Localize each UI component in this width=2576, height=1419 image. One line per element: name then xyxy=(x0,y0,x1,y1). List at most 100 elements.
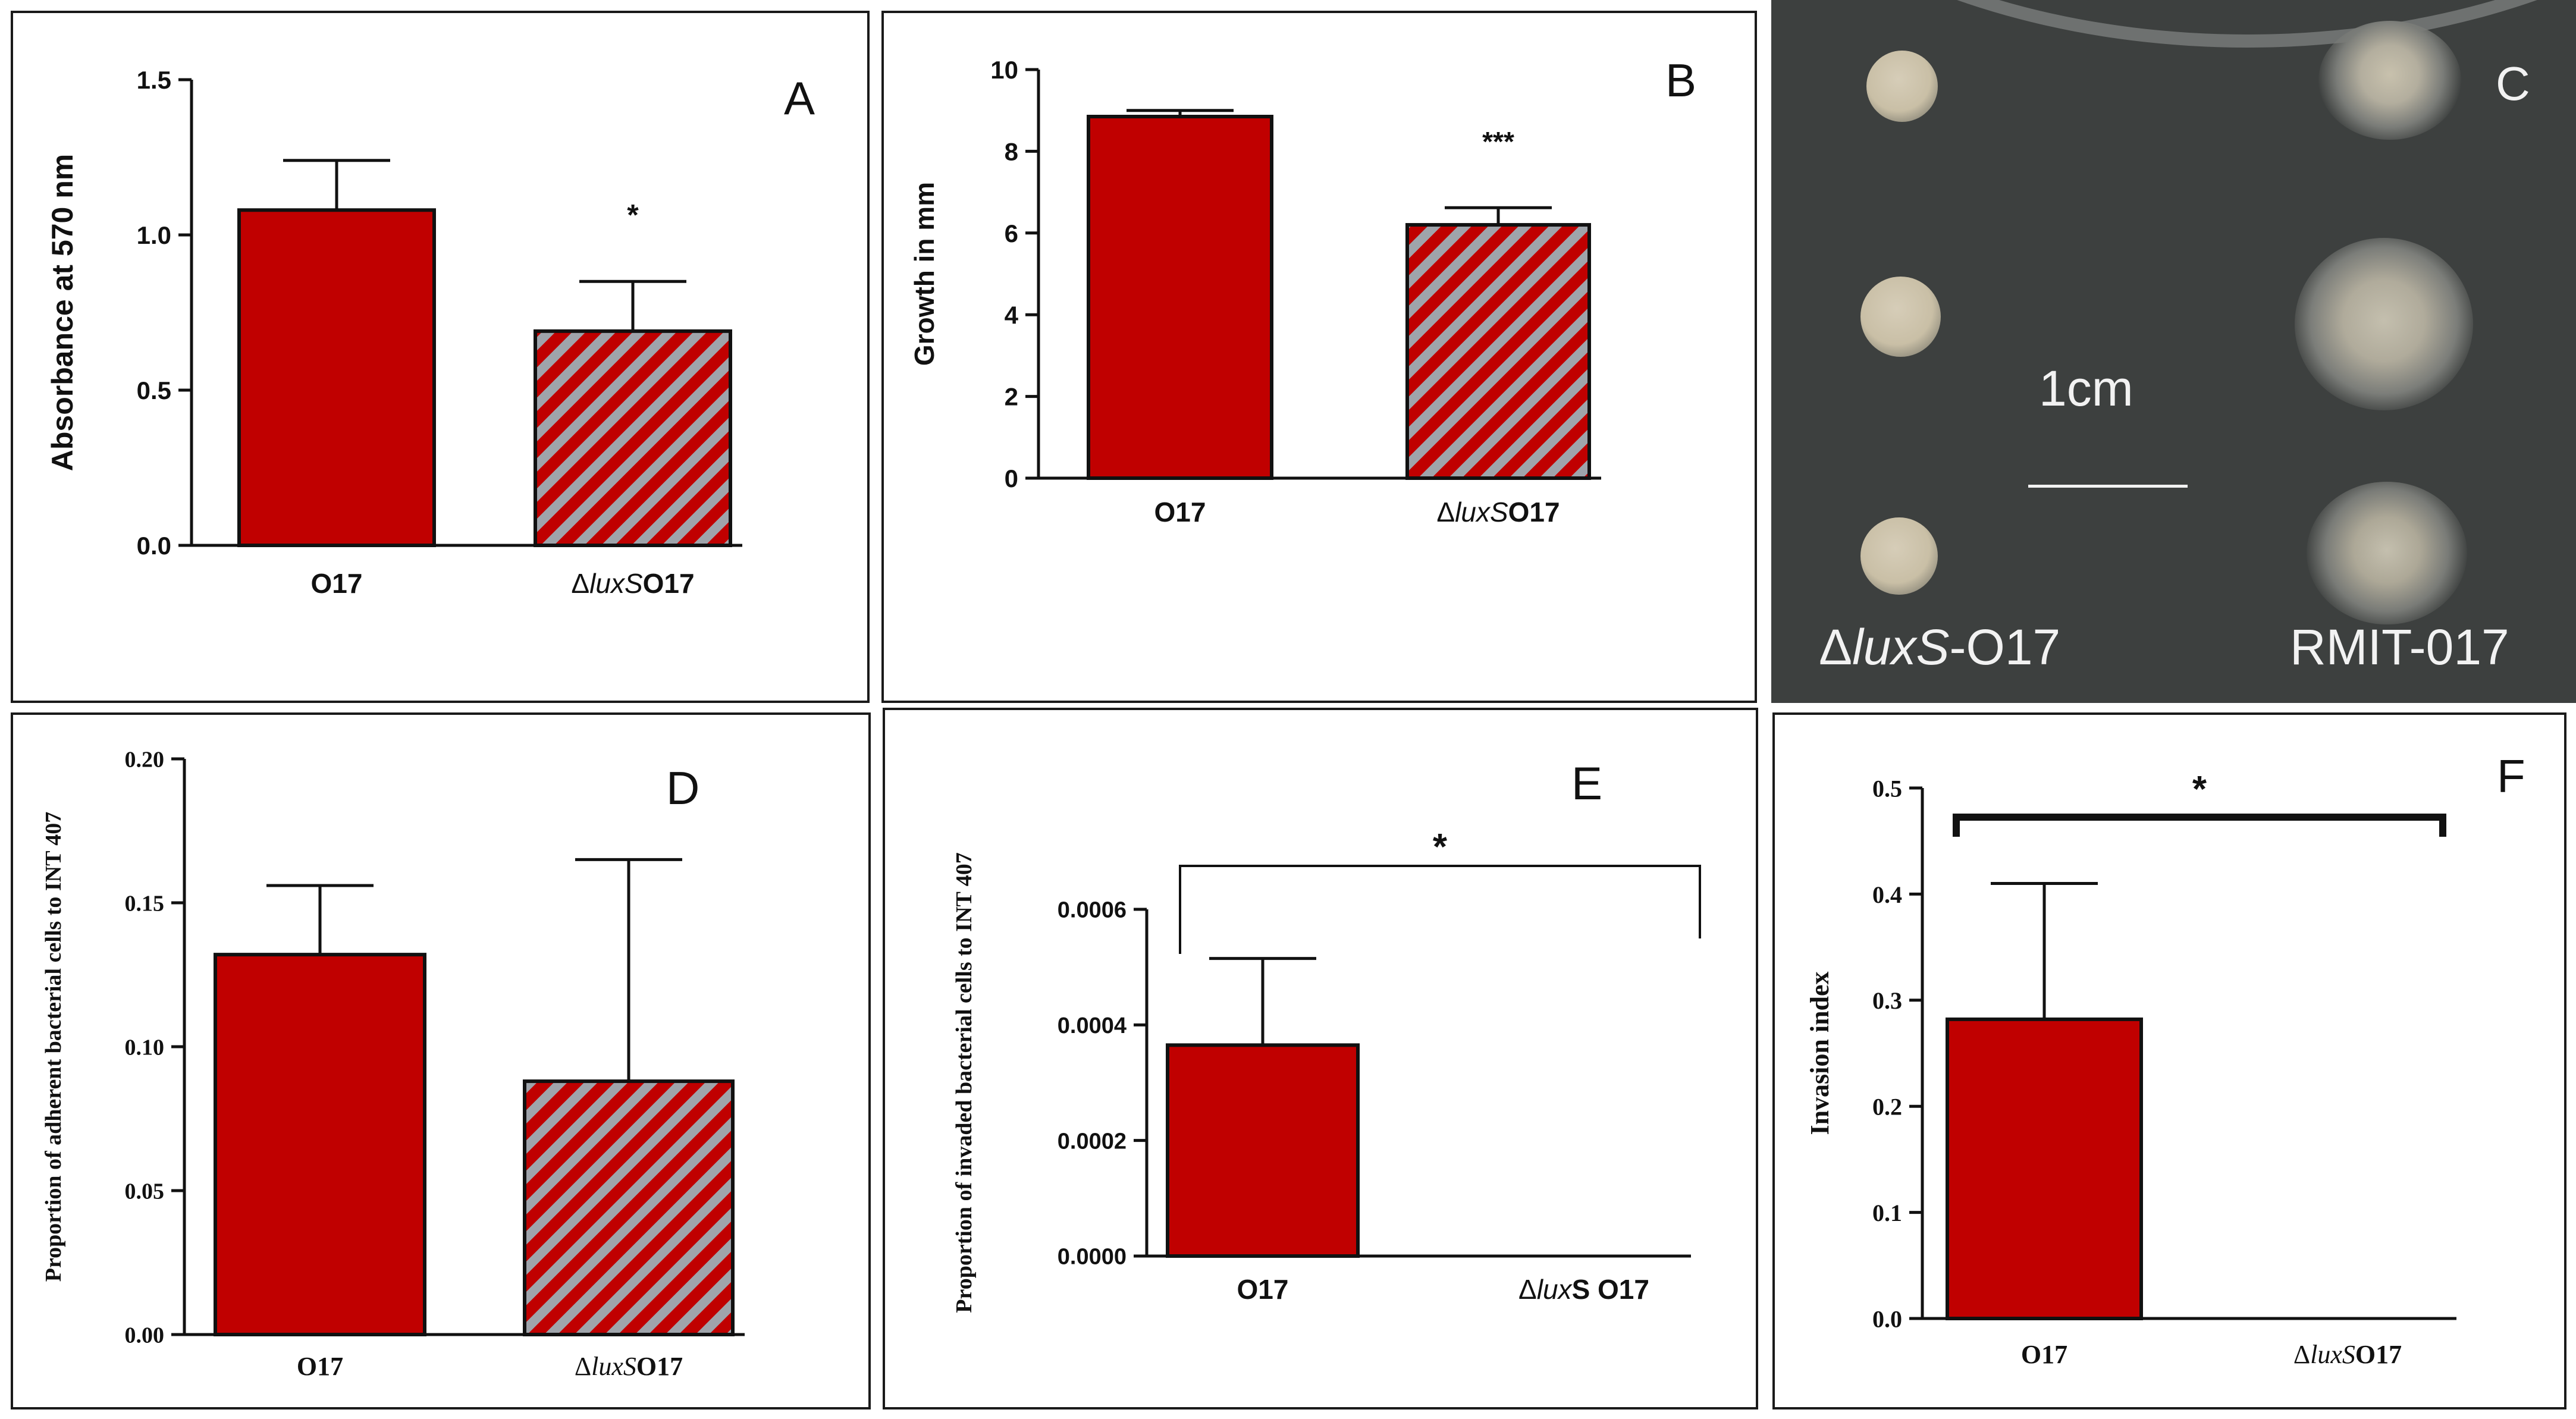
y-tick-label: 0.0000 xyxy=(1058,1245,1127,1270)
panel-letter: E xyxy=(1571,757,1602,809)
y-tick-label: 0.5 xyxy=(1872,775,1902,802)
colony-mutant-3 xyxy=(1860,517,1938,595)
left-strain-italic: luxS xyxy=(1852,619,1950,675)
y-tick-label: 0.05 xyxy=(125,1179,165,1204)
colony-mutant-1 xyxy=(1866,51,1938,122)
y-tick-label: 0.3 xyxy=(1872,987,1902,1014)
bar-luxs-mutant xyxy=(1405,223,1591,480)
category-suffix: O17 xyxy=(297,1352,343,1381)
significance-bracket xyxy=(1953,814,2446,837)
category-delta: Δ xyxy=(1436,497,1455,528)
category-label: O17 xyxy=(311,568,363,599)
category-suffix: O17 xyxy=(311,568,363,599)
significance-star: *** xyxy=(1482,126,1514,157)
panel-letter: B xyxy=(1665,54,1696,106)
category-suffix: O17 xyxy=(2021,1340,2067,1369)
panel-letter: A xyxy=(784,72,815,124)
colony-wildtype-2 xyxy=(2295,238,2473,410)
y-tick-label: 4 xyxy=(1005,301,1019,329)
scale-bar xyxy=(2028,485,2188,488)
y-tick-label: 0.0006 xyxy=(1058,898,1127,923)
category-suffix: O17 xyxy=(1237,1274,1289,1305)
colony-wildtype-3 xyxy=(2307,482,2467,624)
category-suffix: O17 xyxy=(1154,497,1206,528)
category-suffix: S O17 xyxy=(1572,1274,1649,1305)
category-suffix: O17 xyxy=(636,1352,683,1381)
y-tick-label: 0.5 xyxy=(137,376,171,404)
category-label: ΔluxSO17 xyxy=(571,568,694,599)
panel-b: 0 2 4 6 8 10 O17 ΔluxSO17 *** Growth in mm B xyxy=(881,11,1757,703)
y-tick-label: 1.5 xyxy=(137,66,171,94)
y-tick-label: 0.15 xyxy=(125,891,165,916)
y-tick-label: 0.0 xyxy=(137,532,171,560)
category-label: O17 xyxy=(2021,1340,2067,1369)
category-delta: Δ xyxy=(2293,1340,2310,1369)
y-tick-label: 1.0 xyxy=(137,221,171,249)
plate-rim xyxy=(1771,0,2576,48)
y-axis-label: Proportion of invaded bacterial cells to… xyxy=(952,852,977,1313)
colony-wildtype-1 xyxy=(2318,21,2461,140)
chart-e-svg: 0.0000 0.0002 0.0004 0.0006 O17 ΔluxS O17 * Pro… xyxy=(952,757,1701,1313)
y-tick-label: 0.1 xyxy=(1872,1200,1902,1226)
y-tick-label: 0.0004 xyxy=(1058,1013,1127,1038)
y-axis-label: Proportion of adherent bacterial cells t… xyxy=(41,812,66,1282)
y-axis-label: Absorbance at 570 nm xyxy=(46,154,79,472)
y-tick-label: 0 xyxy=(1005,464,1018,492)
y-tick-label: 8 xyxy=(1005,138,1018,166)
bar-o17 xyxy=(1166,1043,1360,1258)
panel-e: 0.0000 0.0002 0.0004 0.0006 O17 ΔluxS O17 * Pro… xyxy=(883,708,1758,1409)
panel-c-plate-photo: C 1cm ΔluxS-O17 RMIT-017 xyxy=(1771,0,2576,703)
bar-o17 xyxy=(214,953,426,1336)
panel-letter: F xyxy=(2497,750,2525,802)
category-suffix: O17 xyxy=(643,568,695,599)
panel-f: 0.0 0.1 0.2 0.3 0.4 0.5 O17 ΔluxSO17 * Invasion i… xyxy=(1772,712,2566,1409)
y-tick-label: 0.4 xyxy=(1872,881,1902,908)
y-tick-label: 0.20 xyxy=(125,748,165,773)
category-delta: Δ xyxy=(1518,1274,1537,1305)
left-strain-delta: Δ xyxy=(1819,619,1853,675)
y-axis-label: Growth in mm xyxy=(909,182,940,366)
category-label: O17 xyxy=(1154,497,1206,528)
category-label: ΔluxSO17 xyxy=(1436,497,1560,528)
category-label: O17 xyxy=(1237,1274,1289,1305)
significance-bracket xyxy=(1179,865,1701,954)
y-axis-label: Invasion index xyxy=(1805,971,1834,1135)
bar-luxs-mutant xyxy=(523,1079,735,1337)
category-italic: luxS xyxy=(1455,497,1508,528)
category-suffix: O17 xyxy=(1508,497,1560,528)
left-strain-label: ΔluxS-O17 xyxy=(1819,619,2060,676)
category-delta: Δ xyxy=(575,1352,591,1381)
right-strain-label: RMIT-017 xyxy=(2290,619,2509,675)
y-tick-label: 0.2 xyxy=(1872,1094,1902,1120)
y-tick-label: 0.10 xyxy=(125,1035,165,1060)
category-label: ΔluxS O17 xyxy=(1518,1274,1649,1305)
category-italic: luxS xyxy=(591,1352,636,1381)
panel-letter: D xyxy=(666,762,699,814)
y-tick-label: 0.0 xyxy=(1872,1305,1902,1332)
scale-bar-label: 1cm xyxy=(2039,360,2133,416)
bar-o17 xyxy=(1946,1017,2143,1320)
bar-luxs-mutant xyxy=(534,329,732,547)
panel-a: 0.0 0.5 1.0 1.5 O17 ΔluxSO17 * Absorbance at 57… xyxy=(11,11,870,703)
category-label: O17 xyxy=(297,1352,343,1381)
category-label: ΔluxSO17 xyxy=(575,1352,683,1381)
bar-o17 xyxy=(237,208,436,547)
left-strain-suffix: -O17 xyxy=(1949,619,2061,675)
category-italic: lux xyxy=(1537,1274,1573,1305)
y-tick-label: 0.00 xyxy=(125,1323,165,1348)
significance-star: * xyxy=(2192,769,2207,810)
panel-d: 0.00 0.05 0.10 0.15 0.20 O17 ΔluxSO17 Proportio… xyxy=(11,712,871,1409)
category-label: ΔluxSO17 xyxy=(2293,1340,2402,1369)
y-tick-label: 6 xyxy=(1005,219,1018,247)
y-tick-label: 10 xyxy=(990,56,1018,84)
bar-o17 xyxy=(1087,115,1273,480)
category-delta: Δ xyxy=(571,568,589,599)
panel-c-letter: C xyxy=(2496,57,2530,110)
colony-mutant-2 xyxy=(1860,277,1941,357)
category-suffix: O17 xyxy=(2355,1340,2402,1369)
significance-star: * xyxy=(1433,827,1448,868)
category-italic: luxS xyxy=(2310,1340,2355,1369)
